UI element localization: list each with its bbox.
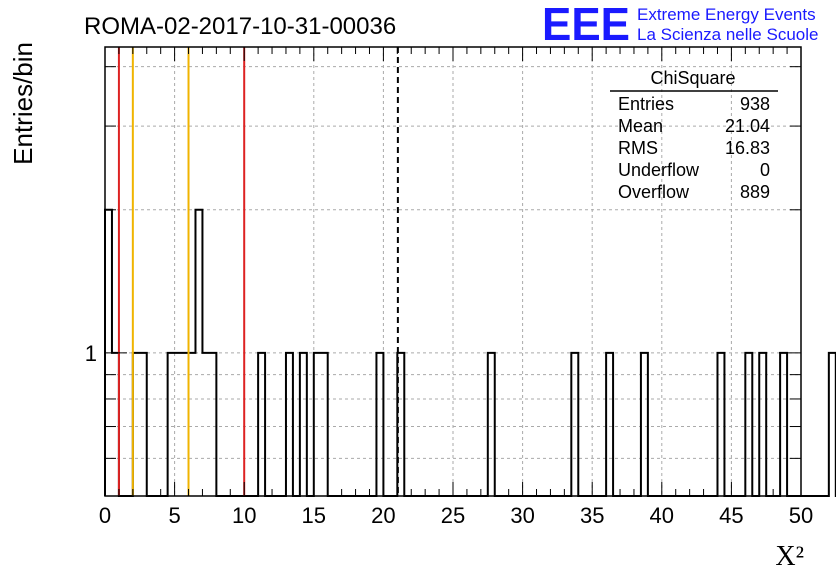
stats-row-label: Underflow (618, 160, 700, 180)
grid-lines (105, 47, 801, 496)
x-tick-label: 20 (371, 503, 395, 528)
logo-mark: EEE (542, 0, 630, 50)
x-tick-label: 5 (168, 503, 180, 528)
histogram-outline (104, 208, 836, 497)
stats-row-value: 938 (740, 94, 770, 114)
x-tick-label: 0 (99, 503, 111, 528)
stats-row-value: 889 (740, 182, 770, 202)
x-tick-label: 40 (650, 503, 674, 528)
y-axis-label: Entries/bin (8, 42, 38, 165)
stats-box-title: ChiSquare (650, 68, 735, 88)
x-tick-label: 15 (302, 503, 326, 528)
stats-row-value: 0 (760, 160, 770, 180)
stats-box: ChiSquare Entries 938 Mean 21.04 RMS 16.83 Und… (610, 68, 778, 202)
logo-line2: La Scienza nelle Scuole (637, 25, 818, 44)
x-tick-label: 10 (232, 503, 256, 528)
stats-rows: Entries 938 Mean 21.04 RMS 16.83 Underflow 0 Ove… (618, 94, 770, 202)
stats-row-label: Entries (618, 94, 674, 114)
stats-row-value: 16.83 (725, 138, 770, 158)
histogram-bars (104, 208, 836, 497)
logo-line1: Extreme Energy Events (637, 5, 816, 24)
axis-ticks (104, 47, 802, 496)
y-tick-label: 1 (85, 341, 97, 366)
stats-row-label: Overflow (618, 182, 690, 202)
stats-row-label: RMS (618, 138, 658, 158)
histogram-bin (829, 353, 836, 496)
stats-row-value: 21.04 (725, 116, 770, 136)
chart-title: ROMA-02-2017-10-31-00036 (84, 13, 396, 40)
stats-row-label: Mean (618, 116, 663, 136)
y-tick-labels: 1 (85, 341, 97, 366)
eee-logo: EEE Extreme Energy Events La Scienza nel… (542, 0, 818, 50)
x-tick-label: 35 (580, 503, 604, 528)
x-tick-label: 30 (510, 503, 534, 528)
reference-lines (117, 47, 399, 496)
x-tick-labels: 0 5 10 15 20 25 30 35 40 45 50 (99, 503, 813, 528)
x-tick-label: 25 (441, 503, 465, 528)
x-tick-label: 50 (789, 503, 813, 528)
x-axis-label: X² (775, 541, 804, 572)
x-tick-label: 45 (719, 503, 743, 528)
